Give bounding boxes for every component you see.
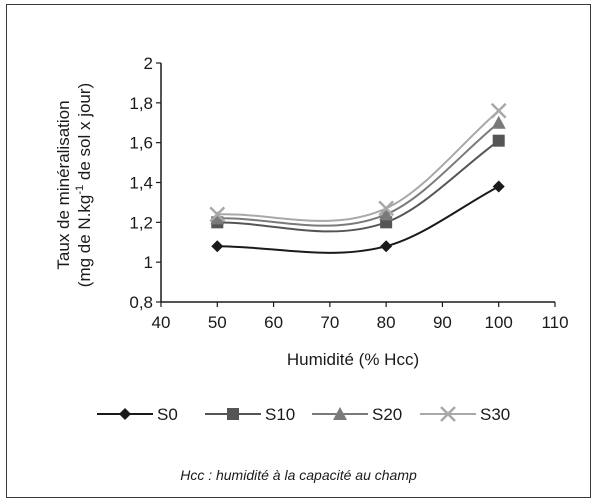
y-tick-label: 1,2 — [129, 213, 153, 232]
marker-stroke — [378, 200, 395, 217]
legend-item-s30: S30 — [420, 405, 510, 424]
data-point-s0 — [380, 240, 393, 253]
y-axis-title-line1: Taux de minéralisation — [54, 100, 73, 269]
legend-label-s30: S30 — [480, 405, 510, 424]
y-axis-title-line2: (mg de N.kg-1 de sol x jour) — [74, 83, 94, 287]
x-tick-label: 80 — [377, 313, 396, 332]
legend-label-s0: S0 — [157, 405, 178, 424]
y-tick-label: 1,8 — [129, 94, 153, 113]
legend-item-s0: S0 — [97, 405, 178, 424]
x-tick-label: 100 — [485, 313, 513, 332]
y-tick-label: 2 — [144, 54, 153, 73]
legend-item-s10: S10 — [205, 405, 295, 424]
x-tick-label: 60 — [264, 313, 283, 332]
legend-item-s20: S20 — [312, 405, 402, 424]
data-point-s0 — [492, 180, 505, 193]
x-tick-label: 70 — [320, 313, 339, 332]
y-tick-label: 1 — [144, 253, 153, 272]
y-axis-unit-pre: (mg de N.kg — [75, 195, 94, 288]
series-layer — [209, 102, 507, 254]
x-tick-label: 50 — [208, 313, 227, 332]
data-point-s20 — [491, 115, 506, 129]
series-s20 — [210, 115, 506, 227]
data-point-s30 — [209, 206, 226, 223]
x-tick-label: 90 — [433, 313, 452, 332]
data-point-s0 — [211, 240, 224, 253]
chart-figure: 40 50 60 70 80 90 100 110 0,8 1 1,2 1,4 1,6 1,8 2 Humi… — [6, 4, 591, 498]
y-tick-label: 0,8 — [129, 293, 153, 312]
legend-marker-s10 — [227, 408, 239, 420]
axes: 40 50 60 70 80 90 100 110 0,8 1 1,2 1,4 1,6 1,8 2 — [129, 54, 568, 332]
y-axis-title: Taux de minéralisation (mg de N.kg-1 de … — [54, 83, 94, 287]
data-point-s30 — [378, 200, 395, 217]
data-point-s20 — [210, 211, 225, 225]
x-axis-title: Humidité (% Hcc) — [287, 350, 419, 369]
x-tick-label: 40 — [152, 313, 171, 332]
x-tick-label: 110 — [541, 313, 568, 332]
series-line-s30 — [217, 110, 500, 222]
legend-marker-s20 — [333, 407, 347, 420]
line-chart: 40 50 60 70 80 90 100 110 0,8 1 1,2 1,4 1,6 1,8 2 Humi… — [54, 54, 569, 424]
legend-label-s10: S10 — [265, 405, 295, 424]
legend: S0 S10 S20 S30 — [97, 405, 510, 424]
footnote: Hcc : humidité à la capacité au champ — [180, 467, 417, 483]
y-axis-unit-post: de sol x jour) — [75, 83, 94, 185]
y-tick-label: 1,4 — [129, 174, 153, 193]
marker-stroke — [209, 206, 226, 223]
legend-marker-s30 — [440, 406, 456, 422]
data-point-s20 — [379, 207, 394, 221]
y-axis-unit-sup: -1 — [74, 185, 86, 195]
y-tick-label: 1,6 — [129, 134, 153, 153]
data-point-s30 — [490, 102, 507, 119]
series-s0 — [211, 180, 505, 254]
marker-stroke — [440, 406, 456, 422]
legend-marker-s0 — [119, 408, 131, 420]
data-point-s10 — [492, 134, 505, 147]
series-s30 — [209, 102, 507, 223]
marker-stroke — [490, 102, 507, 119]
legend-label-s20: S20 — [372, 405, 402, 424]
